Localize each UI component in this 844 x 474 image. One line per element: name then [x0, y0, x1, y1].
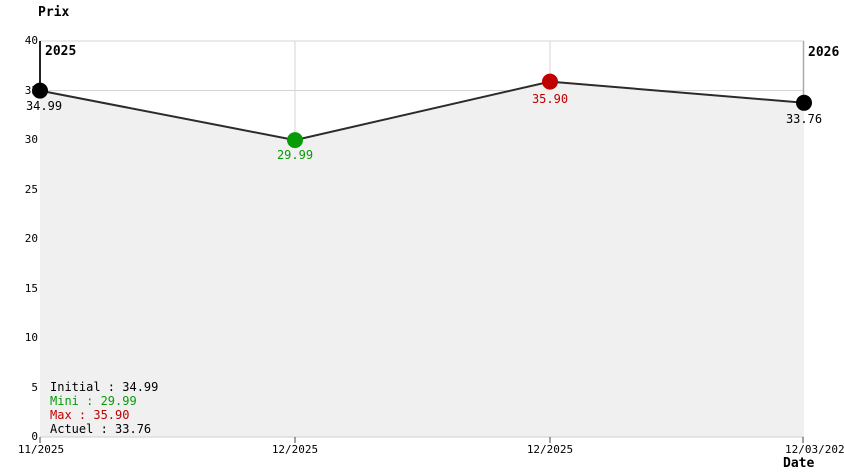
- x-tick-1: 11/2025: [17, 443, 65, 456]
- x-axis-title: Date: [783, 456, 815, 471]
- y-tick-25: 25: [24, 182, 38, 196]
- point-label-minimum: 29.99: [276, 148, 314, 162]
- y-tick-35: 35: [24, 83, 38, 97]
- y-tick-10: 10: [24, 331, 38, 344]
- point-label-initial: 34.99: [25, 99, 63, 113]
- y-tick-40: 40: [24, 34, 38, 47]
- x-tick-2: 12/2025: [271, 443, 319, 456]
- price-summary-legend: Initial : 34.99 Mini : 29.99 Max : 35.90…: [50, 380, 158, 436]
- legend-max: Max : 35.90: [50, 408, 130, 422]
- x-tick-marks: [39, 437, 804, 443]
- x-tick-4: 12/03/2026: [785, 443, 844, 456]
- legend-initial: Initial : 34.99: [50, 380, 159, 394]
- price-line: [39, 80, 805, 142]
- point-maximum: [542, 73, 558, 90]
- y-tick-5: 5: [31, 380, 38, 394]
- y-tick-20: 20: [24, 232, 38, 245]
- point-current: [796, 94, 812, 111]
- y-tick-0: 0: [31, 430, 38, 443]
- price-area-fill: [40, 81, 804, 437]
- y-tick-15: 15: [24, 281, 38, 295]
- x-tick-3: 12/2025: [526, 443, 574, 456]
- year-label-right: 2026: [808, 45, 840, 60]
- point-label-maximum: 35.90: [531, 92, 569, 106]
- point-minimum: [287, 132, 303, 149]
- legend-mini: Mini : 29.99: [50, 394, 137, 408]
- point-initial: [32, 82, 48, 99]
- legend-actuel: Actuel : 33.76: [50, 422, 152, 436]
- y-tick-30: 30: [24, 133, 38, 146]
- year-label-left: 2025: [45, 44, 77, 59]
- y-axis-title: Prix: [38, 5, 70, 20]
- point-label-current: 33.76: [785, 112, 823, 126]
